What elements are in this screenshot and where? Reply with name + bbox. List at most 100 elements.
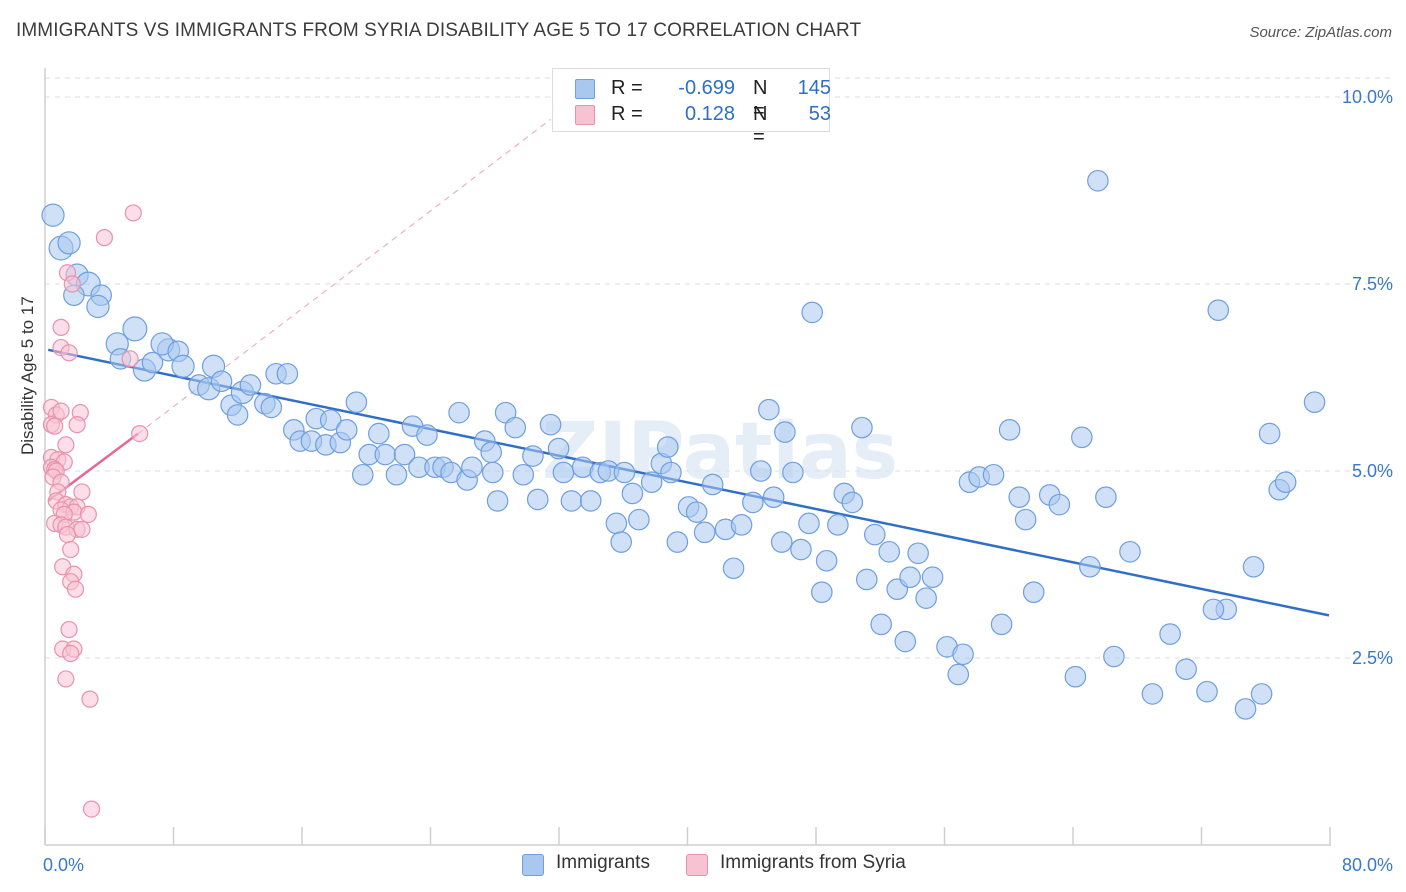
syria-point [79, 505, 97, 523]
immigrants-point [811, 581, 833, 603]
immigrants-point [1119, 540, 1141, 563]
r-value: -0.699 [678, 77, 735, 99]
syria-point [124, 204, 142, 222]
x-tick-labels: 0.0% 80.0% [43, 855, 1393, 875]
immigrants-point [171, 354, 195, 378]
immigrants-point [742, 491, 764, 514]
n-value: 145 [797, 77, 831, 99]
immigrants-point [481, 461, 504, 484]
immigrants-point [915, 587, 937, 609]
immigrants-point [461, 456, 483, 479]
immigrants-point [41, 203, 65, 227]
syria-point [58, 525, 77, 544]
immigrants-point [660, 461, 682, 484]
immigrants-point [907, 542, 929, 565]
immigrants-point [801, 301, 823, 324]
immigrants-point [512, 463, 535, 486]
immigrants-point [1095, 486, 1117, 508]
immigrants-point [1303, 391, 1326, 413]
immigrants-point [552, 461, 575, 484]
y-tick-labels: 2.5% 5.0% 7.5% 10.0% [1342, 87, 1393, 668]
grid-lines [45, 77, 1391, 659]
source-label: Source: ZipAtlas.com [1249, 24, 1392, 41]
legend-swatch-immigrants [575, 79, 595, 99]
immigrants-point [1202, 598, 1225, 621]
immigrants-point [870, 613, 893, 636]
immigrants-point [1159, 623, 1181, 645]
immigrants-point [539, 413, 562, 436]
immigrants-point [610, 531, 632, 553]
immigrants-point [640, 471, 663, 494]
immigrants-point [141, 351, 164, 374]
immigrants-point [899, 566, 921, 589]
immigrants-point [841, 491, 864, 514]
immigrants-point [522, 445, 544, 467]
r-label: R = [611, 77, 643, 99]
immigrants-point [851, 416, 873, 439]
immigrants-point [547, 437, 570, 460]
immigrants-point [239, 374, 262, 396]
immigrants-point [1207, 299, 1230, 321]
syria-point [62, 644, 80, 663]
immigrants-point [210, 370, 233, 393]
n-value: 53 [808, 103, 831, 125]
legend-label-syria: Immigrants from Syria [720, 852, 906, 873]
y-tick-label: 7.5% [1352, 274, 1393, 294]
immigrants-point [750, 460, 772, 482]
chart-title: IMMIGRANTS VS IMMIGRANTS FROM SYRIA DISA… [16, 20, 862, 41]
immigrants-point [701, 473, 724, 496]
immigrants-point [276, 362, 299, 385]
immigrants-point [863, 523, 886, 546]
immigrants-point [1234, 698, 1257, 720]
immigrants-point [1175, 658, 1197, 681]
immigrants-point [762, 486, 785, 508]
immigrants-point [921, 566, 944, 589]
immigrants-point [319, 409, 342, 431]
immigrants-point [878, 540, 901, 563]
immigrants-point [351, 463, 374, 486]
r-label: R = [611, 103, 643, 125]
immigrants-point [374, 443, 397, 466]
immigrants-point [1048, 493, 1071, 516]
immigrants-point [122, 316, 148, 342]
x-tick-label: 0.0% [43, 855, 84, 875]
immigrants-point [1079, 555, 1101, 578]
legend-swatch-syria [575, 105, 595, 125]
immigrants-point [504, 416, 527, 439]
immigrants-point [1087, 169, 1109, 192]
immigrants-point [1103, 645, 1125, 668]
syria-trend-extension [137, 118, 551, 435]
syria-point [73, 483, 91, 501]
syria-point [57, 670, 75, 688]
immigrants-point [226, 404, 249, 426]
syria-point [46, 417, 64, 435]
immigrants-point [790, 538, 812, 561]
immigrants-point [393, 443, 416, 466]
y-tick-label: 5.0% [1352, 461, 1393, 481]
immigrants-point [722, 557, 745, 580]
trend-lines [47, 118, 1330, 617]
immigrants-point [815, 549, 838, 572]
immigrants-point [260, 396, 283, 419]
immigrants-point [782, 461, 804, 484]
n-label: N = [753, 103, 768, 148]
immigrants-point [998, 419, 1021, 441]
immigrants-point [1250, 683, 1273, 705]
immigrants-point [1141, 683, 1164, 705]
immigrants-point [1196, 680, 1218, 703]
immigrants-point [480, 441, 502, 464]
immigrants-point [579, 490, 602, 512]
immigrants-point [416, 424, 438, 446]
immigrants-point [730, 514, 753, 536]
immigrants-point [666, 531, 689, 553]
syria-point [66, 580, 85, 598]
immigrants-point [855, 568, 878, 591]
immigrants-point [628, 508, 650, 531]
immigrants-point [621, 482, 644, 505]
immigrants-point [982, 463, 1005, 486]
syria-point [57, 436, 75, 454]
n-label: N = [753, 77, 768, 122]
x-tick-label: 80.0% [1342, 855, 1393, 875]
immigrants-point [1008, 486, 1031, 508]
